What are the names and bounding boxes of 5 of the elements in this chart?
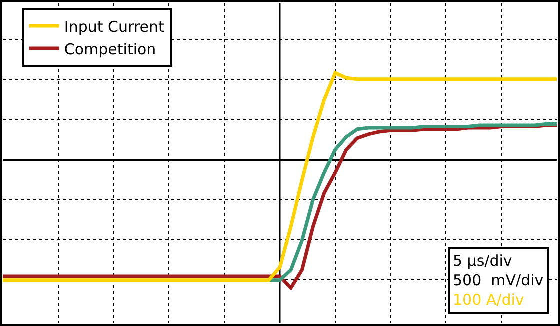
annotation: 5 µs/div [453,252,512,270]
text: 100 A/div [453,291,524,309]
legend-label: Input Current [64,18,164,36]
legend-label: Competition [64,40,156,58]
annotation: 500 mV/div [453,272,544,290]
